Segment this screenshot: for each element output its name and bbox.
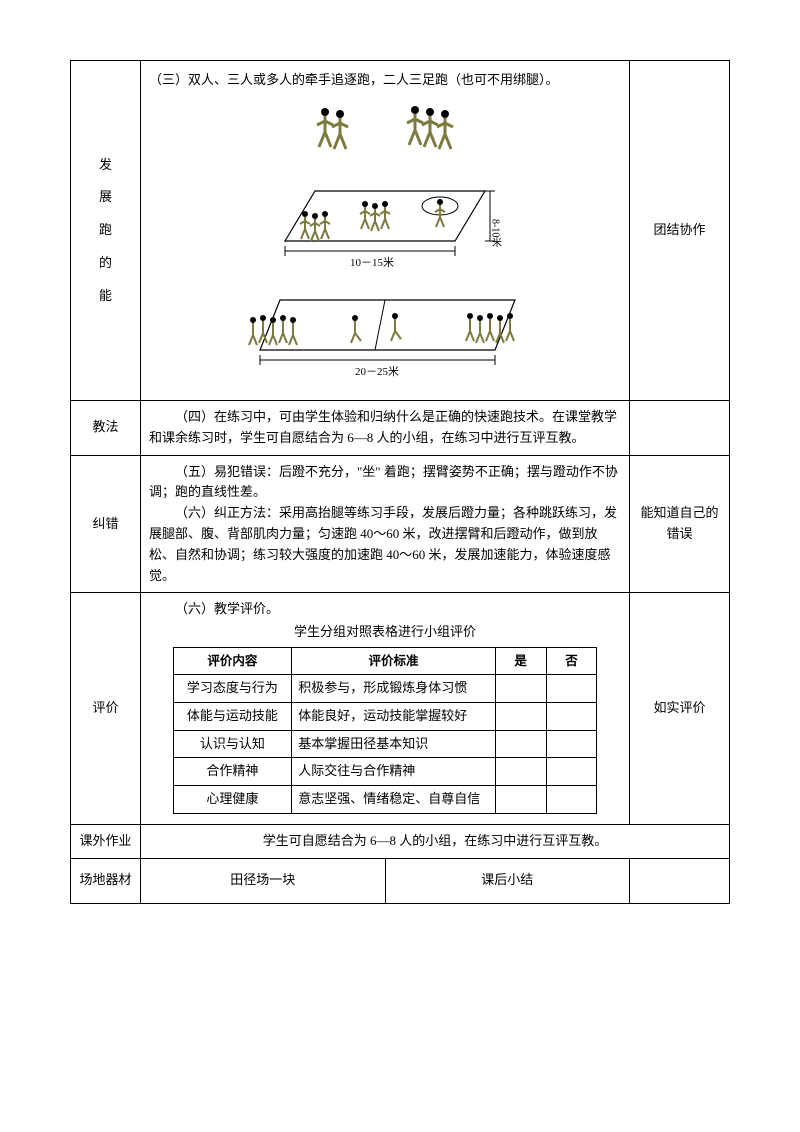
eval-th-no: 否 <box>546 647 597 674</box>
row-equipment: 场地器材 田径场一块 课后小结 <box>71 858 730 903</box>
eval-th-content: 评价内容 <box>173 647 292 674</box>
note-teach-empty <box>630 401 730 456</box>
row1-intro: （三）双人、三人或多人的牵手追逐跑，二人三足跑（也可不用绑腿）。 <box>149 70 621 91</box>
label-error: 纠错 <box>71 455 141 593</box>
svg-text:20－25米: 20－25米 <box>355 365 399 378</box>
label-homework: 课外作业 <box>71 824 141 858</box>
diagram-bottom-svg: 20－25米 <box>235 285 535 385</box>
note-teamwork: 团结协作 <box>630 61 730 401</box>
note-eval: 如实评价 <box>630 593 730 825</box>
eval-row: 合作精神 人际交往与合作精神 <box>173 758 597 786</box>
error-content: （五）易犯错误：后蹬不充分，"坐" 着跑；摆臂姿势不正确；摆与蹬动作不协调；跑的… <box>141 455 630 593</box>
eval-th-standard: 评价标准 <box>292 647 495 674</box>
eval-row: 学习态度与行为 积极参与，形成锻炼身体习惯 <box>173 674 597 702</box>
eval-row: 认识与认知 基本掌握田径基本知识 <box>173 730 597 758</box>
summary-empty <box>630 858 730 903</box>
homework-content: 学生可自愿结合为 6—8 人的小组，在练习中进行互评互教。 <box>141 824 730 858</box>
row-homework: 课外作业 学生可自愿结合为 6—8 人的小组，在练习中进行互评互教。 <box>71 824 730 858</box>
diagram-top-svg <box>285 97 485 167</box>
vertical-label: 发 展 跑 的 能 <box>79 155 132 307</box>
eval-content: （六）教学评价。 学生分组对照表格进行小组评价 评价内容 评价标准 是 否 学习… <box>141 593 630 825</box>
row-error-correction: 纠错 （五）易犯错误：后蹬不充分，"坐" 着跑；摆臂姿势不正确；摆与蹬动作不协调… <box>71 455 730 593</box>
evaluation-inner-table: 评价内容 评价标准 是 否 学习态度与行为 积极参与，形成锻炼身体习惯 体能与运… <box>173 647 598 814</box>
note-error: 能知道自己的错误 <box>630 455 730 593</box>
label-summary: 课后小结 <box>385 858 630 903</box>
eval-header-row: 评价内容 评价标准 是 否 <box>173 647 597 674</box>
lesson-plan-table: 发 展 跑 的 能 （三）双人、三人或多人的牵手追逐跑，二人三足跑（也可不用绑腿… <box>70 60 730 904</box>
diagram-running-pairs: 10－15米 8-10米 <box>149 97 621 385</box>
label-teach: 教法 <box>71 401 141 456</box>
dim-label-height: 8-10米 <box>490 219 502 248</box>
eval-row: 心理健康 意志坚强、情绪稳定、自尊自信 <box>173 786 597 814</box>
dim-label-1015: 10－15米 <box>350 256 394 269</box>
label-eval: 评价 <box>71 593 141 825</box>
label-develop: 发 展 跑 的 能 <box>71 61 141 401</box>
diagram-middle-svg: 10－15米 8-10米 <box>255 171 515 281</box>
equip-content: 田径场一块 <box>141 858 386 903</box>
eval-th-yes: 是 <box>495 647 546 674</box>
row-evaluation: 评价 （六）教学评价。 学生分组对照表格进行小组评价 评价内容 评价标准 是 否… <box>71 593 730 825</box>
eval-row: 体能与运动技能 体能良好，运动技能掌握较好 <box>173 702 597 730</box>
row-teaching-method: 教法 （四）在练习中，可由学生体验和归纳什么是正确的快速跑技术。在课堂教学和课余… <box>71 401 730 456</box>
teach-content: （四）在练习中，可由学生体验和归纳什么是正确的快速跑技术。在课堂教学和课余练习时… <box>141 401 630 456</box>
label-equip: 场地器材 <box>71 858 141 903</box>
develop-content: （三）双人、三人或多人的牵手追逐跑，二人三足跑（也可不用绑腿）。 <box>141 61 630 401</box>
row-develop-running: 发 展 跑 的 能 （三）双人、三人或多人的牵手追逐跑，二人三足跑（也可不用绑腿… <box>71 61 730 401</box>
